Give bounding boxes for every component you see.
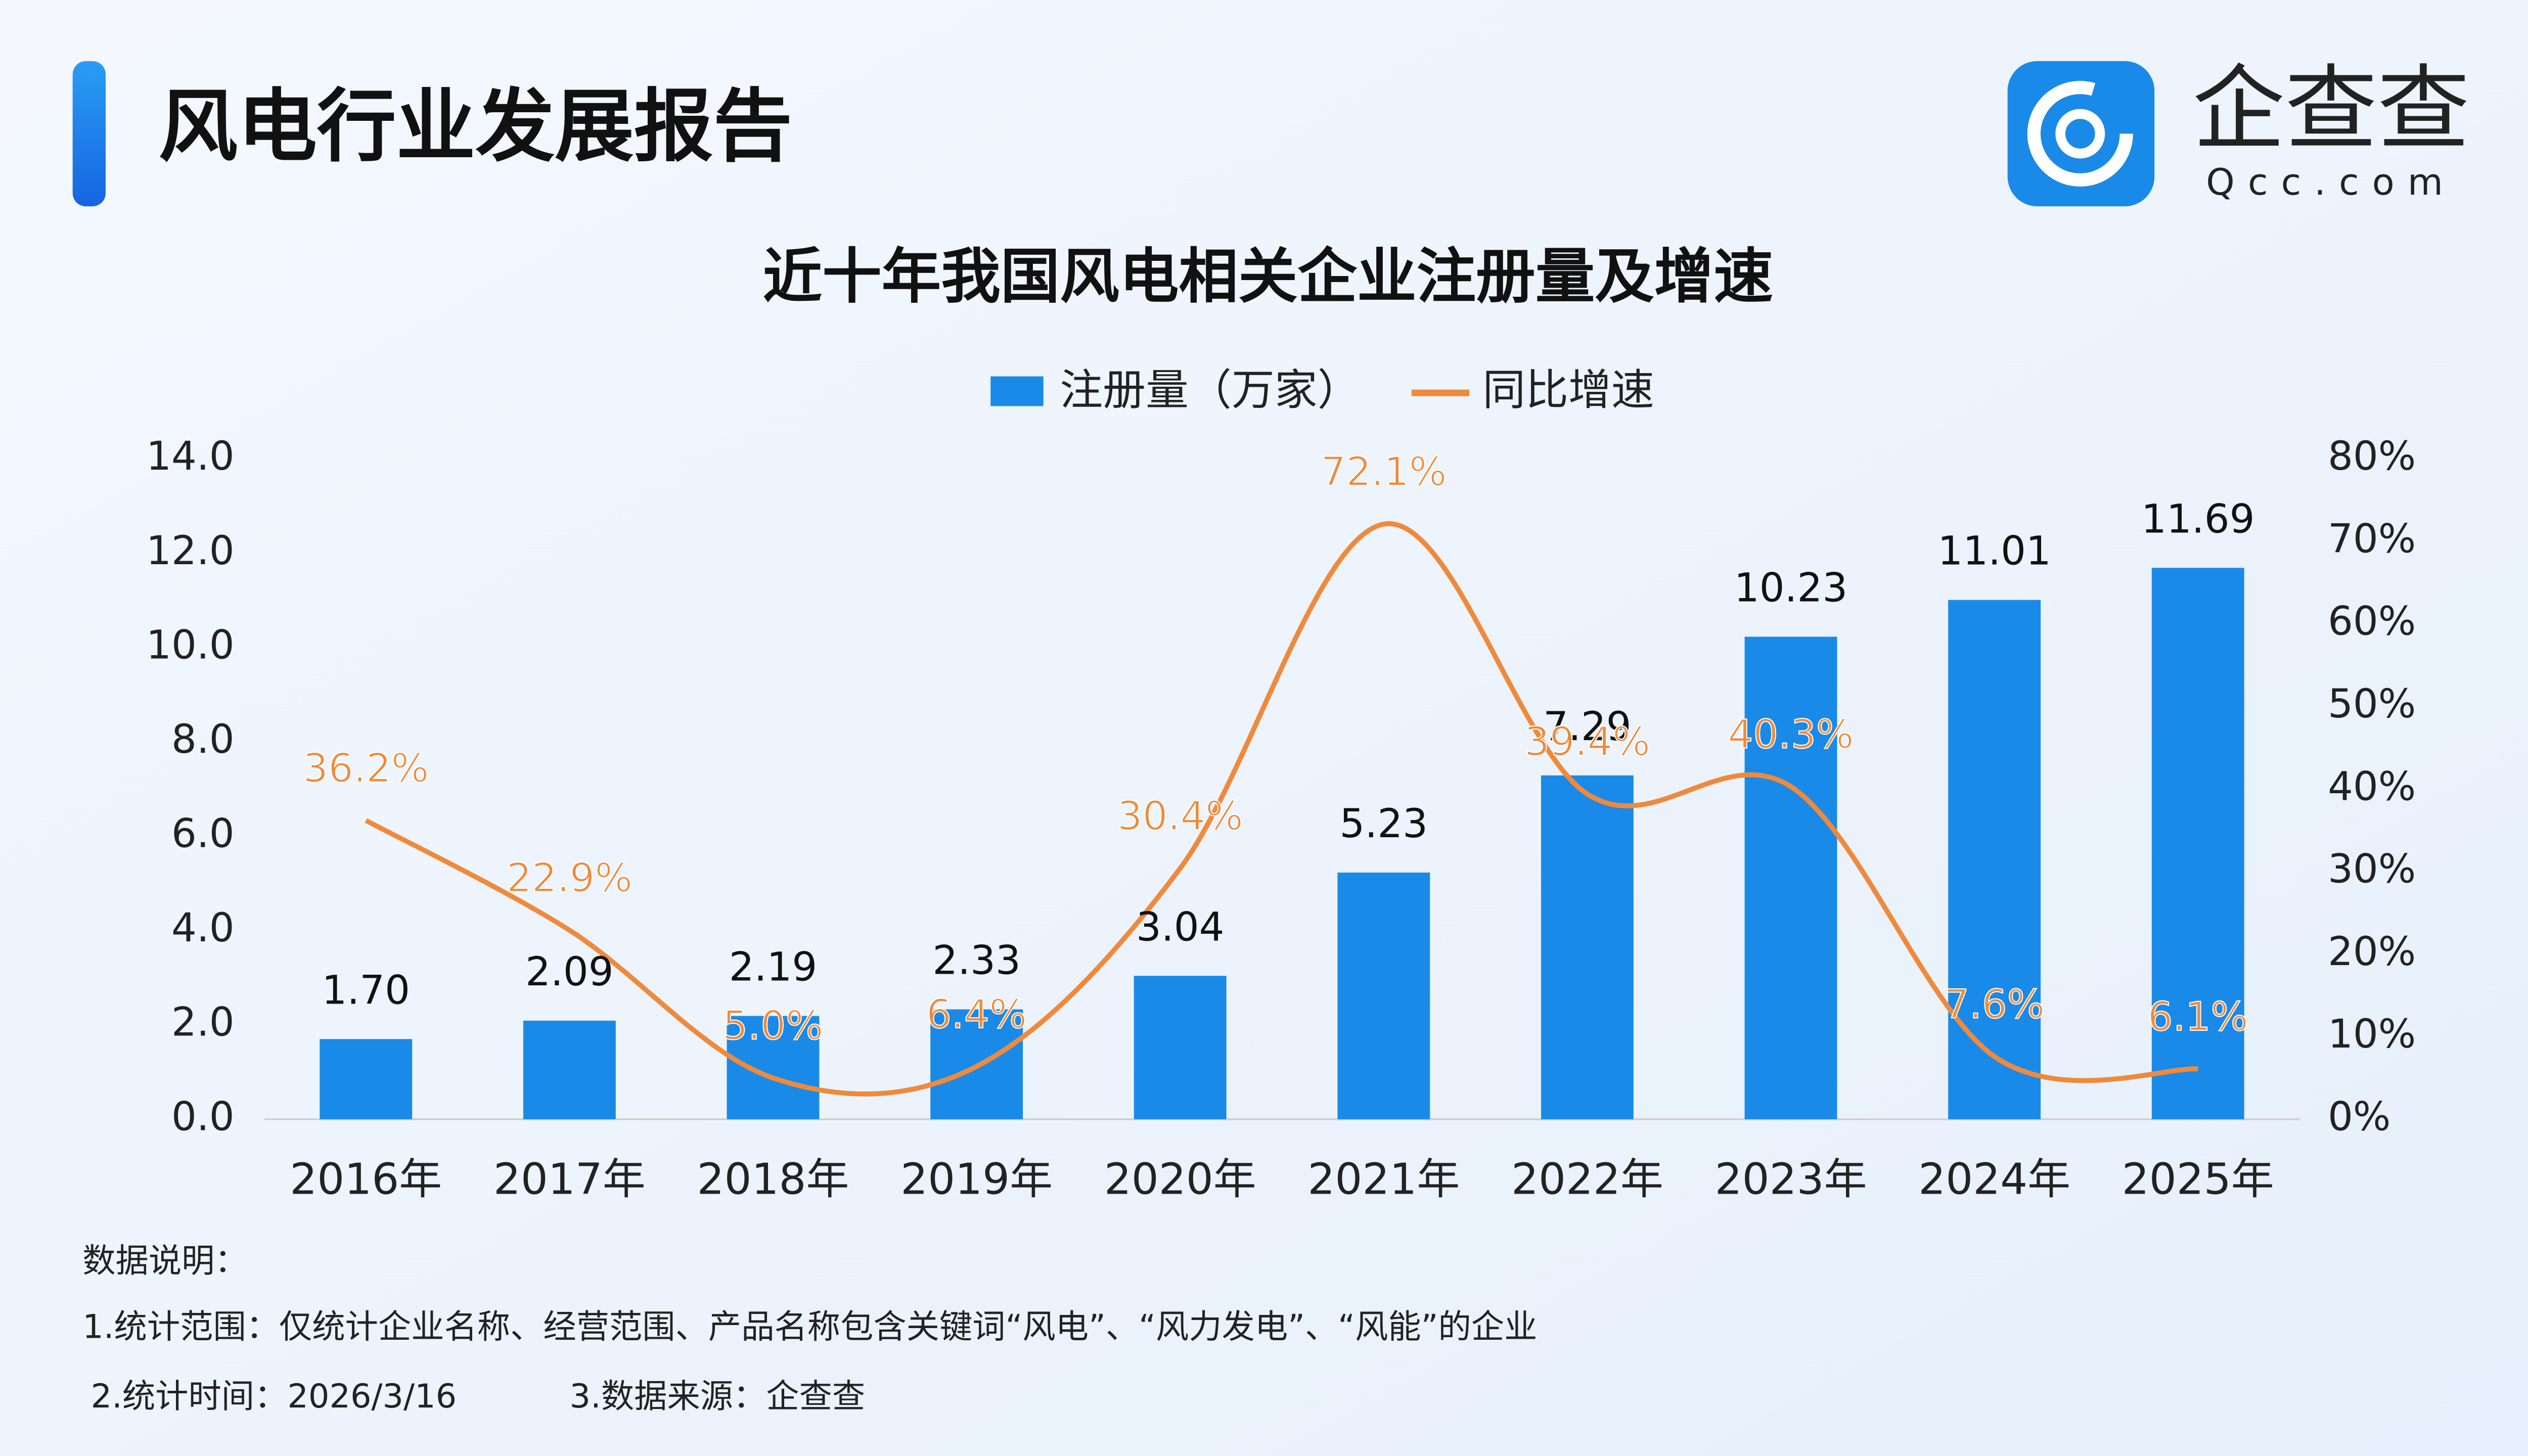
x-tick-label: 2020年 xyxy=(1104,1154,1256,1204)
legend-label: 注册量（万家） xyxy=(1060,366,1360,416)
y-tick-label: 12.0 xyxy=(146,528,234,574)
y-tick-label: 2.0 xyxy=(171,999,235,1045)
note: 数据说明： xyxy=(82,1242,248,1280)
bar xyxy=(727,1016,820,1119)
x-tick-label: 2024年 xyxy=(1918,1154,2070,1204)
title-accent xyxy=(72,61,106,207)
notes: 数据说明： 1.统计范围：仅统计企业名称、经营范围、产品名称包含关键词“风电”、“… xyxy=(82,1242,1537,1416)
line-value-label: 40.3% xyxy=(1728,711,1854,757)
y2-tick-label: 10% xyxy=(2328,1011,2416,1057)
y-tick-label: 8.0 xyxy=(171,716,235,762)
x-tick-label: 2021年 xyxy=(1307,1154,1460,1204)
bar-value-label: 1.70 xyxy=(322,967,410,1013)
y2-tick-label: 60% xyxy=(2328,599,2416,645)
x-tick-label: 2017年 xyxy=(493,1154,646,1204)
note: 2.统计时间：2026/3/16 xyxy=(91,1377,457,1416)
y2-tick-label: 30% xyxy=(2328,846,2416,892)
bar xyxy=(320,1039,413,1119)
page-title: 风电行业发展报告 xyxy=(158,80,792,172)
y-tick-label: 4.0 xyxy=(171,905,235,951)
logo-domain: Qcc.com xyxy=(2206,161,2456,203)
chart-title: 近十年我国风电相关企业注册量及增速 xyxy=(763,242,1773,311)
plot: 0.0 2.0 4.0 6.0 8.0 10.0 12.0 14.0 0% 10% 20% 30% 40… xyxy=(146,433,2416,1204)
y2-tick-label: 20% xyxy=(2328,929,2416,975)
bar xyxy=(2151,568,2244,1119)
logo-mark xyxy=(2027,81,2133,187)
line-value-label: 7.6% xyxy=(1944,981,2045,1027)
note: 1.统计范围：仅统计企业名称、经营范围、产品名称包含关键词“风电”、“风力发电”… xyxy=(82,1308,1537,1346)
line-value-label: 72.1% xyxy=(1321,449,1447,495)
line-value-label: 30.4% xyxy=(1117,793,1243,839)
y2-tick-label: 40% xyxy=(2328,763,2416,809)
y2-tick-label: 80% xyxy=(2328,433,2416,479)
bar-value-label: 2.33 xyxy=(932,938,1020,984)
bar-value-label: 11.69 xyxy=(2141,496,2254,542)
bar xyxy=(1134,976,1227,1119)
line-value-label: 36.2% xyxy=(303,745,429,791)
bar-value-label: 10.23 xyxy=(1734,565,1847,611)
x-tick-label: 2018年 xyxy=(697,1154,849,1204)
bar xyxy=(1948,600,2041,1119)
line-value-label: 5.0% xyxy=(723,1003,823,1049)
bar xyxy=(1337,872,1430,1119)
x-tick-label: 2023年 xyxy=(1715,1154,1867,1204)
x-tick-label: 2022年 xyxy=(1511,1154,1663,1204)
bar xyxy=(1541,775,1634,1119)
y2-tick-label: 0% xyxy=(2328,1094,2390,1140)
bar-value-label: 2.19 xyxy=(729,944,817,990)
y-tick-label: 0.0 xyxy=(171,1094,235,1140)
logo-name: 企查查 xyxy=(2192,56,2470,163)
x-tick-label: 2016年 xyxy=(290,1154,442,1204)
legend-swatch xyxy=(990,376,1044,406)
bar-value-label: 2.09 xyxy=(525,949,613,995)
y-tick-label: 14.0 xyxy=(146,433,234,479)
bar-value-label: 3.04 xyxy=(1136,904,1224,950)
line-value-label: 6.1% xyxy=(2148,994,2248,1040)
bar xyxy=(1744,636,1837,1119)
bar-value-label: 11.01 xyxy=(1937,528,2051,574)
note: 3.数据来源：企查查 xyxy=(570,1377,866,1416)
x-tick-label: 2025年 xyxy=(2122,1154,2274,1204)
bar-value-label: 5.23 xyxy=(1340,801,1428,847)
legend-label: 同比增速 xyxy=(1482,366,1654,416)
bar xyxy=(523,1020,616,1119)
y2-tick-label: 70% xyxy=(2328,516,2416,562)
line-value-label: 6.4% xyxy=(926,991,1027,1037)
line-value-label: 22.9% xyxy=(507,855,633,901)
y-tick-label: 6.0 xyxy=(171,811,235,857)
y2-tick-label: 50% xyxy=(2328,681,2416,727)
y-tick-label: 10.0 xyxy=(146,622,234,668)
growth-line xyxy=(365,521,2198,1097)
x-tick-label: 2019年 xyxy=(900,1154,1053,1204)
line-value-label: 39.4% xyxy=(1524,719,1650,765)
logo-mark xyxy=(2055,109,2105,159)
bar-value-label: 7.29 xyxy=(1543,704,1631,750)
